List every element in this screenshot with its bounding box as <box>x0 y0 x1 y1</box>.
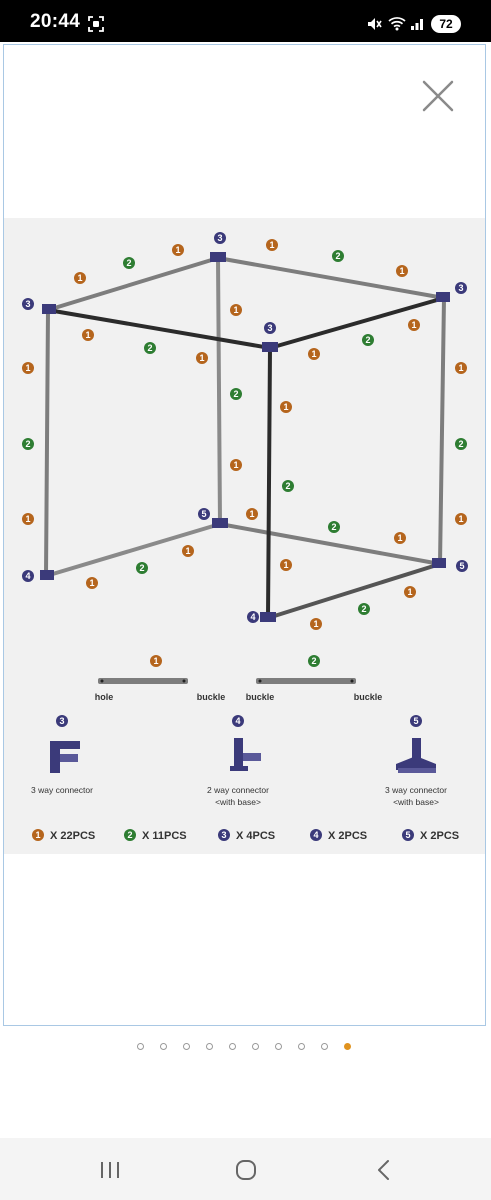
signal-icon <box>411 19 423 30</box>
status-time: 20:44 <box>30 11 81 32</box>
pager-dot[interactable] <box>229 1043 236 1050</box>
svg-text:1: 1 <box>399 266 404 276</box>
svg-text:1: 1 <box>458 363 463 373</box>
svg-text:1: 1 <box>269 240 274 250</box>
svg-text:5: 5 <box>201 509 206 519</box>
pager-dot[interactable] <box>160 1043 167 1050</box>
image-pager <box>0 1040 491 1054</box>
legend-item: X 2PCS <box>420 830 459 842</box>
svg-text:1: 1 <box>283 402 288 412</box>
badge-connector: 3 3 3 3 5 4 5 4 <box>22 232 468 623</box>
home-icon[interactable] <box>234 1158 258 1182</box>
svg-text:2: 2 <box>139 563 144 573</box>
svg-text:1: 1 <box>411 320 416 330</box>
svg-text:1: 1 <box>199 353 204 363</box>
badge-pole-1: 1 1 1 1 1 1 1 1 1 1 1 1 1 1 1 1 1 1 1 1 <box>22 239 467 630</box>
svg-text:3: 3 <box>25 299 30 309</box>
svg-text:5: 5 <box>413 716 418 726</box>
screenshot-icon <box>88 16 104 32</box>
svg-text:1: 1 <box>153 656 158 666</box>
svg-text:2: 2 <box>285 481 290 491</box>
svg-text:3: 3 <box>217 233 222 243</box>
legend-item: X 22PCS <box>50 830 95 842</box>
svg-text:4: 4 <box>25 571 30 581</box>
system-nav-bar <box>0 1138 491 1200</box>
svg-text:3: 3 <box>59 716 64 726</box>
tent-frame-diagram[interactable]: 3 3 3 3 5 4 5 4 1 1 1 1 1 1 1 1 1 1 1 <box>4 218 485 854</box>
svg-text:1: 1 <box>407 587 412 597</box>
svg-text:3: 3 <box>267 323 272 333</box>
close-icon[interactable] <box>418 76 458 116</box>
mute-icon <box>368 18 382 30</box>
frame-drawing: 3 3 3 3 5 4 5 4 1 1 1 1 1 1 1 1 1 1 1 <box>22 232 468 842</box>
svg-text:2: 2 <box>331 522 336 532</box>
svg-text:5: 5 <box>459 561 464 571</box>
connector-label: 2 way connector <box>207 785 269 795</box>
svg-text:2: 2 <box>147 343 152 353</box>
legend-item: X 4PCS <box>236 830 275 842</box>
recents-icon[interactable] <box>98 1160 122 1180</box>
svg-text:1: 1 <box>89 578 94 588</box>
pager-dot-active[interactable] <box>344 1043 351 1050</box>
svg-text:2: 2 <box>127 830 132 840</box>
battery-icon: 72 <box>431 15 461 33</box>
pager-dot[interactable] <box>275 1043 282 1050</box>
svg-text:4: 4 <box>235 716 240 726</box>
pager-dot[interactable] <box>252 1043 259 1050</box>
svg-text:2: 2 <box>126 258 131 268</box>
back-icon[interactable] <box>374 1159 394 1181</box>
wifi-icon <box>388 17 406 31</box>
pager-dot[interactable] <box>298 1043 305 1050</box>
svg-text:1: 1 <box>77 273 82 283</box>
svg-text:1: 1 <box>233 305 238 315</box>
pager-dot[interactable] <box>321 1043 328 1050</box>
svg-text:2: 2 <box>361 604 366 614</box>
svg-text:2: 2 <box>25 439 30 449</box>
svg-text:1: 1 <box>35 830 40 840</box>
svg-text:1: 1 <box>233 460 238 470</box>
connector-label: 3 way connector <box>31 785 93 795</box>
svg-text:2: 2 <box>365 335 370 345</box>
svg-text:1: 1 <box>458 514 463 524</box>
status-bar: 20:44 72 <box>0 0 491 42</box>
legend-item: X 11PCS <box>142 830 187 842</box>
svg-text:1: 1 <box>25 363 30 373</box>
svg-text:1: 1 <box>175 245 180 255</box>
connector-label: 3 way connector <box>385 785 447 795</box>
svg-text:4: 4 <box>250 612 255 622</box>
svg-text:2: 2 <box>458 439 463 449</box>
pager-dot[interactable] <box>183 1043 190 1050</box>
connector-label: <with base> <box>393 797 439 807</box>
svg-text:2: 2 <box>335 251 340 261</box>
pager-dot[interactable] <box>137 1043 144 1050</box>
svg-text:3: 3 <box>458 283 463 293</box>
svg-text:1: 1 <box>185 546 190 556</box>
svg-text:3: 3 <box>221 830 226 840</box>
pole-label-buckle: buckle <box>197 692 226 702</box>
svg-text:4: 4 <box>313 830 318 840</box>
svg-text:1: 1 <box>313 619 318 629</box>
svg-text:2: 2 <box>233 389 238 399</box>
pole-label-buckle: buckle <box>354 692 383 702</box>
pole-label-hole: hole <box>95 692 114 702</box>
svg-text:1: 1 <box>311 349 316 359</box>
svg-text:2: 2 <box>311 656 316 666</box>
connector-label: <with base> <box>215 797 261 807</box>
svg-text:1: 1 <box>25 514 30 524</box>
badge-pole-2: 2 2 2 2 2 2 2 2 2 2 2 <box>22 250 467 615</box>
legend-item: X 2PCS <box>328 830 367 842</box>
svg-text:1: 1 <box>283 560 288 570</box>
svg-text:1: 1 <box>397 533 402 543</box>
svg-text:1: 1 <box>249 509 254 519</box>
pager-dot[interactable] <box>206 1043 213 1050</box>
svg-text:1: 1 <box>85 330 90 340</box>
svg-text:5: 5 <box>405 830 410 840</box>
pole-label-buckle: buckle <box>246 692 275 702</box>
